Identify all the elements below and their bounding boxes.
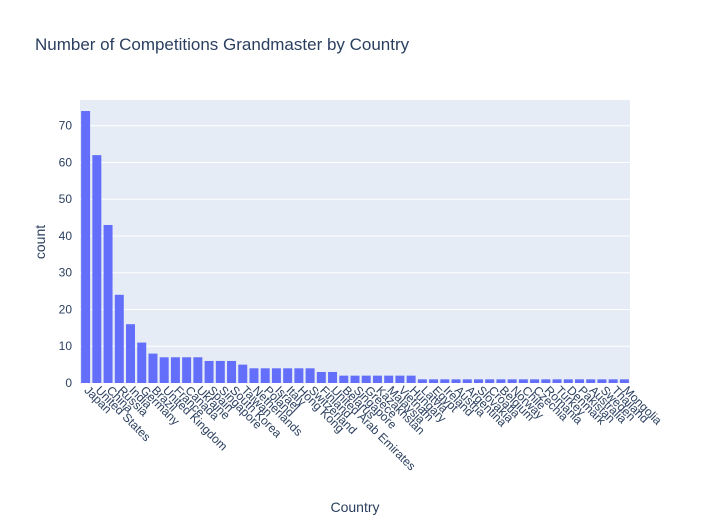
bar — [126, 324, 135, 383]
bar — [597, 379, 607, 383]
bar — [137, 342, 147, 383]
bar — [170, 357, 180, 383]
y-tick-label: 70 — [59, 119, 73, 133]
bar — [294, 368, 304, 383]
chart-title: Number of Competitions Grandmaster by Co… — [35, 35, 410, 54]
y-tick-label: 10 — [59, 339, 73, 353]
bars — [81, 111, 629, 383]
bar — [92, 155, 102, 383]
y-tick-label: 50 — [59, 192, 73, 206]
y-tick-label: 20 — [59, 302, 73, 316]
bar — [148, 353, 158, 383]
bar — [193, 357, 203, 383]
y-axis-title: count — [32, 225, 48, 259]
bar — [406, 375, 416, 383]
bar — [215, 360, 225, 383]
bar — [451, 379, 461, 383]
bar — [328, 371, 338, 383]
y-tick-label: 0 — [65, 376, 72, 390]
x-axis-title: Country — [330, 499, 379, 515]
bar — [485, 379, 495, 383]
bar — [462, 379, 472, 383]
bar — [361, 375, 371, 383]
bar — [204, 360, 214, 383]
bar — [372, 375, 382, 383]
bar — [339, 375, 349, 383]
bar — [350, 375, 360, 383]
bar — [429, 379, 439, 383]
y-tick-labels: 0 10 20 30 40 50 60 70 — [59, 119, 73, 390]
bar — [440, 379, 450, 383]
bar — [496, 379, 506, 383]
bar — [159, 357, 169, 383]
bar — [316, 371, 326, 383]
bar — [530, 379, 540, 383]
bar — [227, 360, 237, 383]
bar — [103, 224, 113, 383]
bar — [249, 368, 259, 383]
plot-area — [80, 100, 630, 383]
bar — [518, 379, 528, 383]
bar — [384, 375, 394, 383]
y-gridlines — [80, 125, 630, 347]
bar — [473, 379, 483, 383]
bar — [563, 379, 573, 383]
bar — [260, 368, 270, 383]
bar — [608, 379, 618, 383]
bar — [182, 357, 192, 383]
bar — [238, 364, 248, 383]
bar — [507, 379, 517, 383]
y-tick-label: 30 — [59, 266, 73, 280]
bar — [395, 375, 405, 383]
bar — [541, 379, 551, 383]
bar — [417, 379, 427, 383]
bar — [283, 368, 293, 383]
bar — [619, 379, 629, 383]
bar — [81, 111, 91, 383]
y-tick-label: 40 — [59, 229, 73, 243]
y-tick-label: 60 — [59, 155, 73, 169]
bar — [552, 379, 562, 383]
bar — [575, 379, 584, 383]
bar — [271, 368, 281, 383]
bar — [305, 368, 315, 383]
bar — [114, 294, 124, 383]
bar — [586, 379, 596, 383]
